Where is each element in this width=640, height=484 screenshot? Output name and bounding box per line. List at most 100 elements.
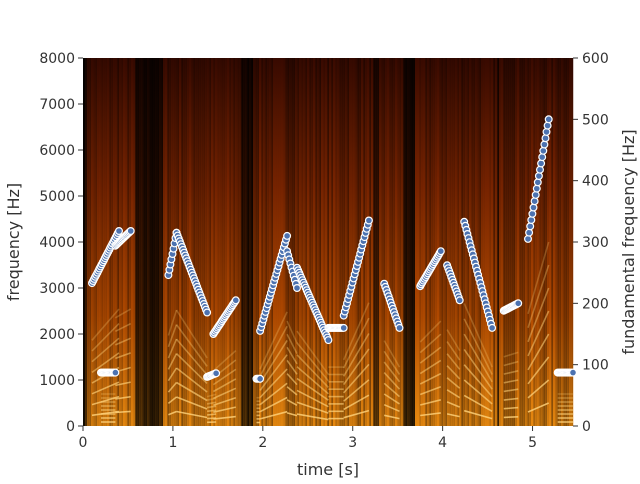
y-tick-label: 1000 bbox=[39, 373, 75, 389]
spectrogram-column bbox=[439, 58, 441, 426]
spectrogram-column bbox=[167, 58, 169, 426]
spectrogram-column bbox=[333, 58, 335, 426]
harmonic-band bbox=[504, 408, 518, 409]
spectrogram-column bbox=[443, 58, 445, 426]
f0-point bbox=[325, 337, 332, 344]
spectrogram-column bbox=[379, 58, 381, 426]
spectrogram-column bbox=[405, 58, 407, 426]
f0-point bbox=[340, 325, 347, 332]
spectrogram-column bbox=[199, 58, 201, 426]
spectrogram-column bbox=[519, 58, 521, 426]
spectrogram-column bbox=[191, 58, 193, 426]
spectrogram-column bbox=[133, 58, 135, 426]
spectrogram-column bbox=[431, 58, 433, 426]
spectrogram-column bbox=[429, 58, 431, 426]
spectrogram-column bbox=[383, 58, 385, 426]
spectrogram-column bbox=[349, 58, 351, 426]
spectrogram-column bbox=[399, 58, 401, 426]
spectrogram-column bbox=[209, 58, 211, 426]
spectrogram-column bbox=[227, 58, 229, 426]
f0-point bbox=[366, 217, 373, 224]
spectrogram-column bbox=[505, 58, 507, 426]
spectrogram-column bbox=[145, 58, 147, 426]
spectrogram-column bbox=[509, 58, 511, 426]
spectrogram-column bbox=[503, 58, 505, 426]
spectrogram-column bbox=[413, 58, 415, 426]
y-tick-label: 4000 bbox=[39, 235, 75, 251]
spectrogram-column bbox=[341, 58, 343, 426]
f0-point bbox=[531, 198, 538, 205]
x-tick-label: 1 bbox=[168, 435, 177, 451]
spectrogram-column bbox=[187, 58, 189, 426]
spectrogram-column bbox=[357, 58, 359, 426]
spectrogram-column bbox=[381, 58, 383, 426]
spectrogram-column bbox=[307, 58, 309, 426]
spectrogram-column bbox=[229, 58, 231, 426]
f0-point bbox=[543, 129, 550, 136]
f0-point bbox=[489, 325, 496, 332]
spectrogram-column bbox=[143, 58, 145, 426]
f0-point bbox=[536, 173, 543, 180]
spectrogram-column bbox=[247, 58, 249, 426]
x-tick-label: 0 bbox=[79, 435, 88, 451]
spectrogram-image bbox=[83, 58, 573, 426]
spectrogram-column bbox=[375, 58, 377, 426]
f0-point bbox=[204, 309, 211, 316]
spectrogram-column bbox=[343, 58, 345, 426]
spectrogram-column bbox=[523, 58, 525, 426]
spectrogram-column bbox=[411, 58, 413, 426]
spectrogram-column bbox=[475, 58, 477, 426]
f0-point bbox=[525, 236, 532, 243]
spectrogram-column bbox=[189, 58, 191, 426]
spectrogram-column bbox=[259, 58, 261, 426]
spectrogram-column bbox=[327, 58, 329, 426]
spectrogram-column bbox=[393, 58, 395, 426]
spectrogram-column bbox=[385, 58, 387, 426]
spectrogram-column bbox=[331, 58, 333, 426]
f0-point bbox=[530, 204, 537, 211]
f0-point bbox=[534, 179, 541, 186]
y-tick-label: 3000 bbox=[39, 281, 75, 297]
spectrogram-column bbox=[403, 58, 405, 426]
spectrogram-column bbox=[289, 58, 291, 426]
spectrogram-column bbox=[427, 58, 429, 426]
f0-point bbox=[539, 154, 546, 161]
spectrogram-column bbox=[159, 58, 161, 426]
spectrogram-column bbox=[387, 58, 389, 426]
spectrogram-column bbox=[337, 58, 339, 426]
f0-point bbox=[537, 166, 544, 173]
y-tick-label: 5000 bbox=[39, 189, 75, 205]
spectrogram-column bbox=[463, 58, 465, 426]
harmonic-band bbox=[207, 414, 216, 415]
spectrogram-column bbox=[541, 58, 543, 426]
spectrogram-column bbox=[225, 58, 227, 426]
spectrogram-column bbox=[155, 58, 157, 426]
spectrogram-column bbox=[197, 58, 199, 426]
spectrogram-column bbox=[355, 58, 357, 426]
spectrogram-column bbox=[309, 58, 311, 426]
spectrogram-column bbox=[445, 58, 447, 426]
spectrogram-column bbox=[495, 58, 497, 426]
spectrogram-column bbox=[85, 58, 87, 426]
spectrogram-column bbox=[455, 58, 457, 426]
f0-point bbox=[116, 228, 123, 235]
spectrogram-column bbox=[433, 58, 435, 426]
spectrogram-column bbox=[291, 58, 293, 426]
spectrogram-column bbox=[499, 58, 501, 426]
f0-point bbox=[541, 141, 548, 148]
spectrogram-column bbox=[279, 58, 281, 426]
f0-point bbox=[533, 185, 540, 192]
f0-point bbox=[284, 233, 291, 240]
spectrogram-column bbox=[417, 58, 419, 426]
f0-point bbox=[545, 116, 552, 123]
y2-tick-label: 300 bbox=[582, 235, 609, 251]
spectrogram-column bbox=[487, 58, 489, 426]
spectrogram-column bbox=[269, 58, 271, 426]
spectrogram-column bbox=[521, 58, 523, 426]
spectrogram-column bbox=[421, 58, 423, 426]
spectrogram-column bbox=[549, 58, 551, 426]
spectrogram-column bbox=[257, 58, 259, 426]
spectrogram-column bbox=[271, 58, 273, 426]
spectrogram-column bbox=[239, 58, 241, 426]
y2-tick-label: 100 bbox=[582, 358, 609, 374]
